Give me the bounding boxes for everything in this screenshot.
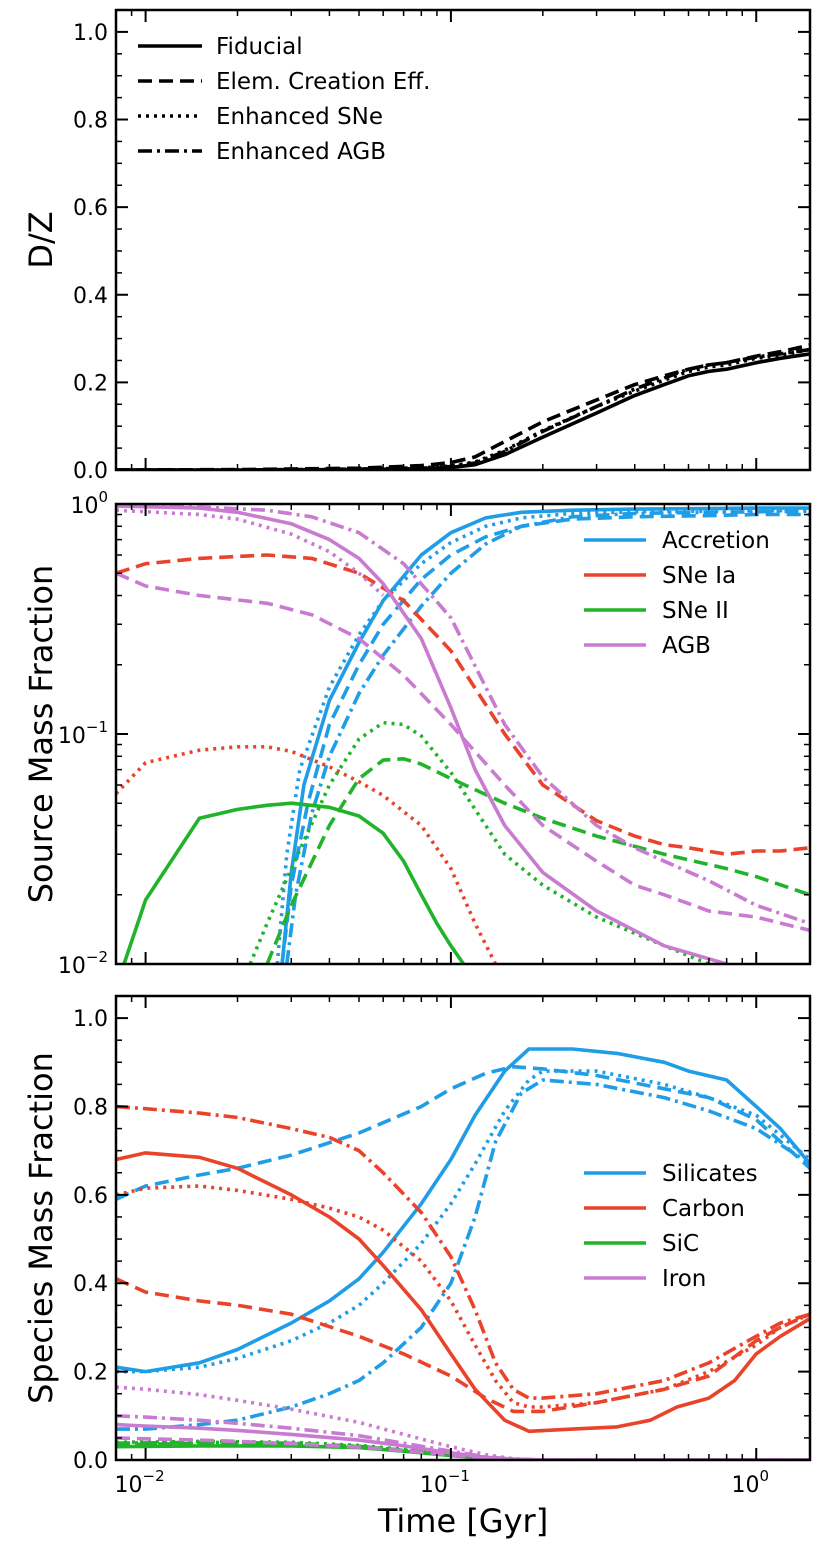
series-iron-dashdot-line [116,1414,810,1460]
series-sne-ii-solid-line [122,801,466,964]
ticks [115,10,810,471]
y-tick-label: 0.0 [73,1449,108,1474]
series-group [116,1047,810,1460]
series-sne-ia-dotted-line [116,744,498,964]
series-agb-solid-line [116,504,728,964]
series-accretion-solid-line [280,506,810,964]
legend-label: SiC [662,1231,699,1257]
series-silicates-dashdot-line [116,1078,810,1431]
series-enhanced-agb-dashdot-line [116,347,810,470]
y-tick-label: 0.0 [73,459,108,484]
series-carbon-dashed-line [116,1277,810,1414]
axes-frame [114,8,812,472]
series-silicates-solid-line [116,1047,810,1374]
y-tick-label: 10−1 [58,718,108,749]
series-carbon-solid-line [116,1151,810,1434]
ticks [115,503,810,965]
series-sne-ia-dashed-line [116,553,810,857]
legend-label: Fiducial [216,34,303,60]
y-tick-label: 0.6 [73,196,108,221]
series-sne-ii-dashed-line [265,756,810,964]
series-fiducial-solid-line [116,352,810,470]
legend-label: SNe II [662,598,729,624]
x-axis-title: Time [Gyr] [377,1502,548,1540]
y-tick-label: 0.6 [73,1184,108,1209]
legend-label: Enhanced AGB [216,139,386,165]
y-axis-title: D/Z [22,211,60,268]
legend-label: Elem. Creation Eff. [216,69,430,95]
series-agb-dotted-line [116,508,385,597]
series-carbon-dashdot-line [116,1104,810,1400]
x-tick-label: 10−2 [115,1467,165,1498]
axes-frame [114,994,812,1462]
series-accretion-dashed-line [280,512,810,964]
series-group [116,504,810,964]
series-accretion-dashdot-line [285,509,810,964]
series-sne-ii-dotted-line [248,720,710,964]
y-tick-label: 0.8 [73,1095,108,1120]
y-tick-label: 0.2 [73,371,108,396]
y-tick-label: 0.4 [73,1272,108,1297]
legend-label: SNe Ia [662,563,736,589]
legend-label: AGB [662,633,711,659]
y-axis-title: Source Mass Fraction [22,565,60,904]
y-tick-label: 100 [70,488,108,519]
x-tick-label: 10−1 [420,1467,470,1498]
ticks [115,996,810,1461]
series-agb-dashdot-line [116,504,810,926]
legend: Fiducial Elem. Creation Eff. Enhanced SNe E… [138,34,430,165]
y-axis-title: Species Mass Fraction [22,1052,60,1404]
y-tick-label: 0.2 [73,1361,108,1386]
series-elem-creation-eff-dashed-line [116,343,810,470]
legend-label: Carbon [662,1196,745,1222]
legend-label: Silicates [662,1161,758,1187]
series-enhanced-sne-dotted-line [116,347,810,470]
panel-middle: 10−2 10−1 100 Source Mass Fraction Accretion… [22,488,812,979]
legend: Accretion SNe Ia SNe II AGB [584,528,770,659]
series-silicates-dashed-line [116,1064,810,1201]
legend-label: Enhanced SNe [216,104,383,130]
legend-label: Iron [662,1266,706,1292]
y-tick-label: 10−2 [58,948,108,979]
legend: Silicates Carbon SiC Iron [584,1161,758,1292]
series-agb-dashed-line [116,571,810,933]
y-tick-label: 1.0 [73,1007,108,1032]
series-group [116,343,810,470]
y-tick-label: 0.8 [73,109,108,134]
series-silicates-dotted-line [116,1069,810,1374]
y-tick-label: 1.0 [73,21,108,46]
panel-bottom: 0.0 0.2 0.4 0.6 0.8 1.0 10−2 10−1 100 Species Mas… [22,994,812,1540]
y-tick-label: 0.4 [73,284,108,309]
panel-top: 0.0 0.2 0.4 0.6 0.8 1.0 D/Z Fiducial Elem. Creat… [22,8,812,484]
legend-label: Accretion [662,528,770,554]
x-tick-label: 100 [731,1467,769,1498]
